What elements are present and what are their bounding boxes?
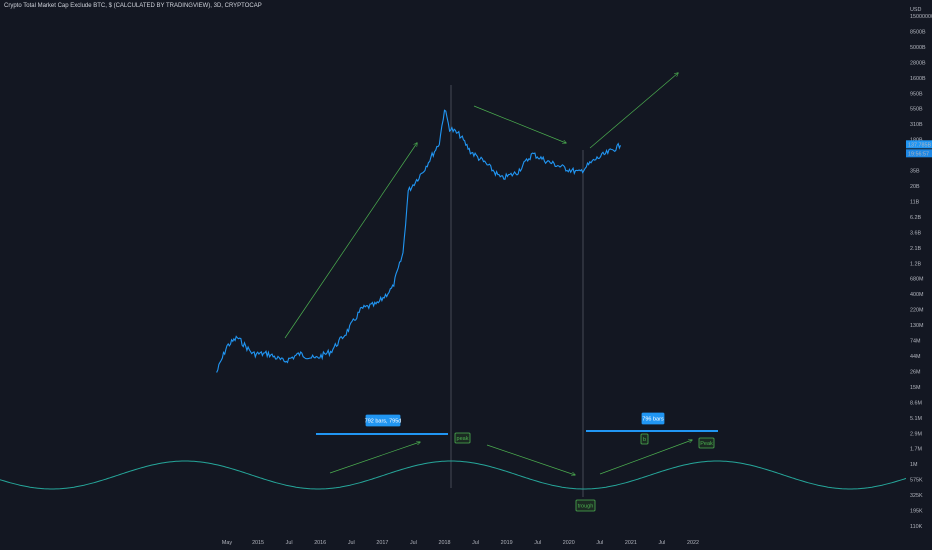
y-tick-label: 5000B [910,45,926,51]
small-label: b [640,433,649,445]
trough-label-text: trough [578,504,594,510]
y-tick-label: 74M [910,339,921,345]
x-tick-label: Jul [596,540,603,546]
trend-arrow [473,105,566,143]
chart-header-title: Crypto Total Market Cap Exclude BTC, $ (… [4,3,262,9]
peak-label: peak [454,432,471,444]
y-tick-label: 3.6B [910,230,921,236]
y-axis-unit: USD [910,7,921,13]
x-tick-label: Jul [348,540,355,546]
x-tick-label: 2021 [625,540,637,546]
x-axis: May 2015 Jul 2016 Jul 2017 Jul 2018 Jul 2019 Jul 20… [222,540,699,546]
y-tick-label: 1.7M [910,447,922,453]
y-tick-label: 2800B [910,60,926,66]
y-tick-label: 2.1B [910,246,921,252]
x-tick-label: Jul [534,540,541,546]
wave-line [0,460,907,490]
y-tick-label: 550B [910,107,923,113]
y-tick-label: 15000000 [910,14,932,20]
trend-arrows [284,73,692,475]
y-tick-label: 26M [910,369,921,375]
x-tick-label: May [222,540,232,546]
y-tick-label: 2.9M [910,431,922,437]
y-tick-label: 400M [910,292,924,298]
trough-label-box [575,499,596,512]
y-tick-label: 195K [910,509,923,515]
range-label-right-text: 796 bars [642,417,664,423]
peak2-label-box [698,437,715,449]
x-tick-label: 2022 [687,540,699,546]
peak2-label-text: Peak [700,441,713,447]
y-tick-label: 15M [910,385,921,391]
x-tick-label: 2020 [563,540,575,546]
peak-label-box [454,432,471,444]
vertical-cycle-lines [450,85,584,497]
y-tick-label: 6.2B [910,215,921,221]
trend-arrow [589,73,678,149]
y-tick-label: 20B [910,184,920,190]
price-series [216,109,622,373]
range-label-right: 796 bars [641,412,665,425]
small-label-text: b [643,437,646,443]
x-tick-label: 2019 [501,540,513,546]
countdown-label-bg [906,149,932,158]
range-label-right-box [641,412,665,425]
price-label-value: 137.785B [908,142,931,148]
y-tick-label: 35B [910,169,920,175]
trend-arrow [599,440,692,475]
x-tick-label: 2018 [438,540,450,546]
x-tick-label: 2015 [252,540,264,546]
price-label-bg [906,140,932,149]
countdown-label: 19:56:57 [908,151,929,157]
trend-arrow [329,442,420,474]
annotations: 792 bars, 795d 796 bars peak trough Peak b [316,412,718,512]
x-tick-label: Jul [472,540,479,546]
trend-arrow [284,143,417,339]
y-tick-label: 8500B [910,29,926,35]
y-tick-label: 1.2B [910,261,921,267]
trough-label: trough [575,499,596,512]
y-tick-label: 110K [910,524,923,530]
y-tick-label: 5.1M [910,416,922,422]
y-tick-label: 1600B [910,76,926,82]
y-tick-label: 220M [910,308,924,314]
y-tick-label: 680M [910,277,924,283]
peak2-label: Peak [698,437,715,449]
y-tick-label: 8.6M [910,400,922,406]
x-tick-label: 2017 [376,540,388,546]
range-label-left-text: 792 bars, 795d [365,419,402,425]
price-label-group: 137.785B 19:56:57 [906,140,932,158]
x-tick-label: Jul [286,540,293,546]
x-tick-label: Jul [410,540,417,546]
y-tick-label: 44M [910,354,921,360]
y-tick-label: 11B [910,199,920,205]
y-tick-label: 575K [910,478,923,484]
small-label-box [640,433,649,445]
y-axis-background [906,0,932,550]
cycle-wave [0,460,907,490]
price-line [216,109,622,373]
trend-arrow [486,444,575,475]
x-tick-label: Jul [658,540,665,546]
y-tick-label: 310B [910,122,923,128]
range-label-left: 792 bars, 795d [365,414,402,427]
x-tick-label: 2016 [314,540,326,546]
y-tick-label: 325K [910,493,923,499]
y-tick-label: 130M [910,323,924,329]
range-label-left-box [365,414,401,427]
peak-label-text: peak [457,436,469,442]
y-tick-label: 1M [910,462,918,468]
y-tick-label: 950B [910,91,923,97]
